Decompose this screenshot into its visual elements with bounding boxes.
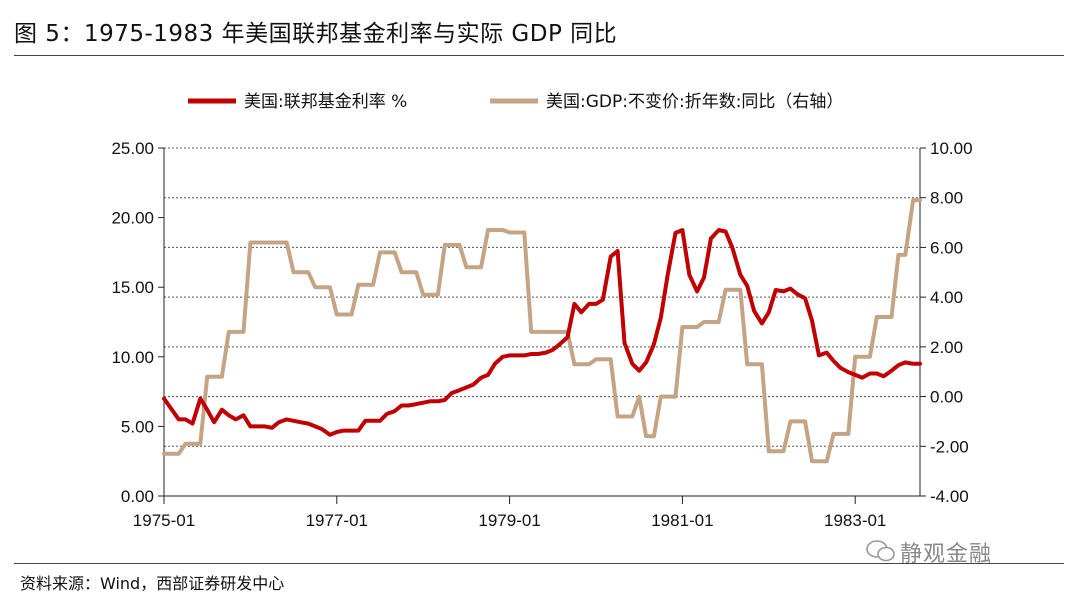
x-tick-label: 1975-01 [133, 511, 195, 530]
right-tick-label: 10.00 [930, 139, 973, 158]
x-tick-label: 1983-01 [824, 511, 886, 530]
left-tick-label: 5.00 [121, 417, 154, 436]
series-line-fed-funds [162, 228, 922, 437]
right-tick-label: -4.00 [930, 487, 969, 506]
legend-label-gdp: 美国:GDP:不变价:折年数:同比（右轴） [546, 92, 843, 112]
x-tick-label: 1981-01 [651, 511, 713, 530]
tick-labels: 0.00 5.00 10.00 15.00 20.00 25.00 -4.00 -2.00 0.… [111, 139, 972, 530]
x-tick-label: 1979-01 [478, 511, 540, 530]
legend-label-fed-funds: 美国:联邦基金利率 % [244, 92, 407, 112]
left-tick-label: 10.00 [111, 348, 154, 367]
title-divider [14, 55, 1064, 56]
right-tick-label: -2.00 [930, 437, 969, 456]
legend: 美国:联邦基金利率 % 美国:GDP:不变价:折年数:同比（右轴） [188, 92, 843, 112]
right-tick-label: 2.00 [930, 338, 963, 357]
left-tick-label: 20.00 [111, 209, 154, 228]
chart: 0.00 5.00 10.00 15.00 20.00 25.00 -4.00 -2.00 0.… [111, 92, 972, 530]
left-tick-label: 0.00 [121, 487, 154, 506]
watermark: 静观金融 [900, 542, 993, 567]
footer-divider [14, 563, 1064, 564]
series-line-gdp [162, 198, 922, 464]
right-tick-label: 6.00 [930, 238, 963, 257]
axes [158, 147, 926, 504]
right-tick-label: 4.00 [930, 288, 963, 307]
series-layer [162, 198, 922, 464]
x-tick-label: 1977-01 [306, 511, 368, 530]
left-tick-label: 15.00 [111, 278, 154, 297]
wechat-icon [866, 540, 895, 562]
source-note: 资料来源：Wind，西部证券研发中心 [20, 574, 285, 593]
right-tick-label: 0.00 [930, 388, 963, 407]
grid-lines [164, 147, 920, 447]
right-tick-label: 8.00 [930, 189, 963, 208]
page-title: 图 5：1975-1983 年美国联邦基金利率与实际 GDP 同比 [14, 21, 618, 47]
left-tick-label: 25.00 [111, 139, 154, 158]
